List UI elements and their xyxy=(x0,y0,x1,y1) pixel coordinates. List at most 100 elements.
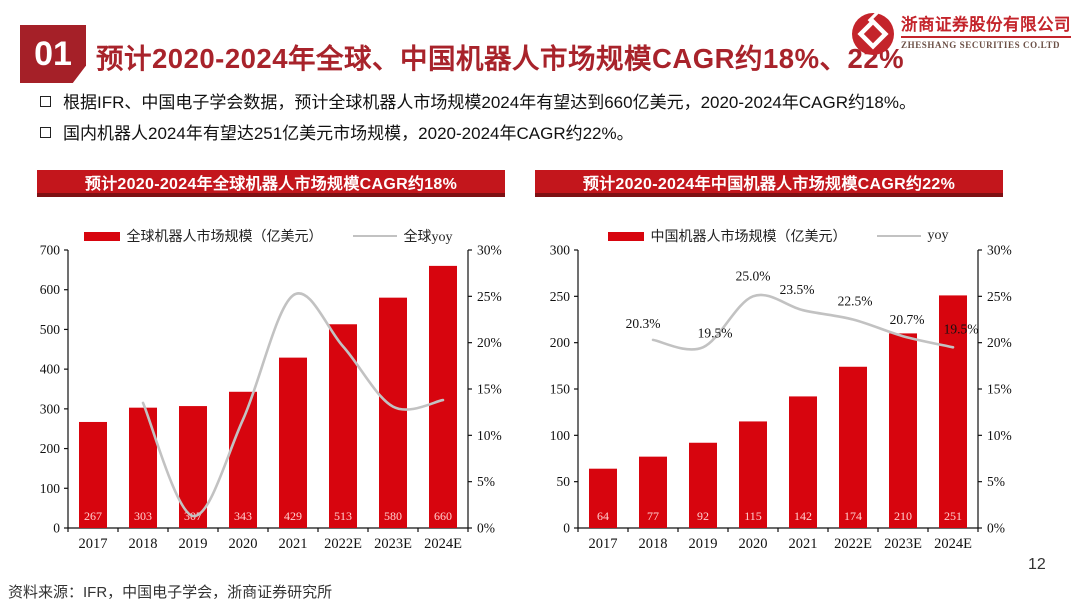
chart-title-banner-global: 预计2020-2024年全球机器人市场规模CAGR约18% xyxy=(37,170,505,197)
left-tick-label: 400 xyxy=(40,362,61,377)
bar xyxy=(639,456,667,528)
chart-title-banner-china: 预计2020-2024年中国机器人市场规模CAGR约22% xyxy=(535,170,1003,197)
category-label: 2023E xyxy=(884,536,922,552)
yoy-line xyxy=(651,293,955,351)
bar xyxy=(329,324,357,528)
bar-value-label: 429 xyxy=(284,509,302,523)
bar-value-label: 92 xyxy=(697,509,709,523)
legend-bar-swatch-icon xyxy=(607,231,644,241)
category-label: 2021 xyxy=(279,536,308,552)
bar xyxy=(939,295,967,528)
chart-svg-china: 0 50 100 150 200 250 300 0% 5% 10% 15% 20% 25% 30% 201… xyxy=(550,243,1012,553)
logo-company-name-cn: 浙商证券股份有限公司 xyxy=(901,11,1071,38)
category-label: 2019 xyxy=(689,536,718,552)
legend-line-label: yoy xyxy=(927,228,949,243)
bar xyxy=(229,391,257,528)
bar-value-label: 210 xyxy=(894,509,912,523)
left-tick-label: 250 xyxy=(550,289,571,304)
right-tick-label: 20% xyxy=(477,335,502,350)
zheshang-logo-icon xyxy=(852,11,894,55)
category-label: 2017 xyxy=(79,536,108,552)
yoy-point-label: 20.7% xyxy=(890,312,925,327)
logo-company-name-en: ZHESHANG SECURITIES CO.LTD xyxy=(901,40,1061,50)
chart-legend: 中国机器人市场规模（亿美元） yoy xyxy=(578,226,978,246)
legend-bar-label: 全球机器人市场规模（亿美元） xyxy=(126,230,323,245)
category-label: 2024E xyxy=(424,536,462,552)
bullet-text: 根据IFR、中国电子学会数据，预计全球机器人市场规模2024年有望达到660亿美… xyxy=(63,93,917,112)
left-tick-label: 0 xyxy=(563,521,570,536)
category-label: 2018 xyxy=(639,536,668,552)
bullet-text: 国内机器人2024年有望达251亿美元市场规模，2020-2024年CAGR约2… xyxy=(63,124,634,144)
bar xyxy=(789,396,817,528)
category-label: 2017 xyxy=(589,536,618,552)
page-title: 预计2020-2024年全球、中国机器人市场规模CAGR约18%、22% xyxy=(96,43,905,74)
legend-line-swatch-icon xyxy=(876,234,921,238)
chart-svg-global: 0 100 200 300 400 500 600 700 0% 5% 10% 15% 20% 25% 30… xyxy=(40,243,502,553)
bar-value-label: 660 xyxy=(434,509,452,523)
bar-value-label: 343 xyxy=(234,509,252,523)
chart-global-robot-market: 0 100 200 300 400 500 600 700 0% 5% 10% 15% 20% 25% 30… xyxy=(35,210,505,565)
yoy-point-label: 19.5% xyxy=(944,321,979,336)
square-bullet-icon xyxy=(40,96,51,107)
bar xyxy=(379,297,407,528)
right-tick-label: 5% xyxy=(987,474,1005,489)
bar-value-label: 267 xyxy=(84,509,102,523)
right-tick-label: 15% xyxy=(477,382,502,397)
bar-value-label: 64 xyxy=(597,509,609,523)
bar xyxy=(79,421,107,528)
square-bullet-icon xyxy=(40,127,51,139)
left-tick-label: 200 xyxy=(550,335,571,350)
bar-value-label: 251 xyxy=(944,509,962,523)
legend-bar-swatch-icon xyxy=(83,231,120,241)
yoy-point-label: 20.3% xyxy=(626,316,661,331)
category-label: 2022E xyxy=(834,536,872,552)
category-label: 2021 xyxy=(789,536,818,552)
category-label: 2024E xyxy=(934,536,972,552)
yoy-point-label: 25.0% xyxy=(736,268,771,283)
section-number-badge: 01 xyxy=(20,25,86,83)
bar xyxy=(839,366,867,528)
bar xyxy=(429,265,457,528)
source-note: 资料来源：IFR，中国电子学会，浙商证券研究所 xyxy=(8,584,333,601)
summary-bullets: 根据IFR、中国电子学会数据，预计全球机器人市场规模2024年有望达到660亿美… xyxy=(40,92,1050,155)
left-tick-label: 300 xyxy=(550,243,571,258)
bar-value-label: 174 xyxy=(844,509,862,523)
left-tick-label: 200 xyxy=(40,441,61,456)
bar-value-label: 77 xyxy=(647,509,659,523)
category-label: 2018 xyxy=(129,536,158,552)
bar-value-label: 513 xyxy=(334,509,352,523)
left-tick-label: 0 xyxy=(53,521,60,536)
left-tick-label: 150 xyxy=(550,382,571,397)
bar-value-label: 580 xyxy=(384,509,402,523)
page-number: 12 xyxy=(1028,556,1046,573)
category-label: 2022E xyxy=(324,536,362,552)
right-tick-label: 0% xyxy=(477,521,495,536)
left-tick-label: 100 xyxy=(550,428,571,443)
bar-value-label: 115 xyxy=(744,509,762,523)
bullet-item: 根据IFR、中国电子学会数据，预计全球机器人市场规模2024年有望达到660亿美… xyxy=(40,92,1050,113)
yoy-point-label: 22.5% xyxy=(838,294,873,309)
chart-legend: 全球机器人市场规模（亿美元） 全球yoy xyxy=(68,226,468,246)
bar xyxy=(689,442,717,528)
company-logo: 浙商证券股份有限公司 ZHESHANG SECURITIES CO.LTD xyxy=(850,11,1071,57)
legend-line-swatch-icon xyxy=(352,234,397,238)
bar xyxy=(889,333,917,528)
bar xyxy=(589,468,617,528)
category-label: 2020 xyxy=(739,536,768,552)
right-tick-label: 25% xyxy=(477,289,502,304)
legend-line-label: 全球yoy xyxy=(403,230,453,245)
yoy-point-label: 23.5% xyxy=(780,282,815,297)
left-tick-label: 50 xyxy=(557,474,571,489)
category-label: 2023E xyxy=(374,536,412,552)
chart-china-robot-market: 0 50 100 150 200 250 300 0% 5% 10% 15% 20% 25% 30% 201… xyxy=(545,210,1015,565)
left-tick-label: 600 xyxy=(40,282,61,297)
right-tick-label: 15% xyxy=(987,382,1012,397)
bullet-item: 国内机器人2024年有望达251亿美元市场规模，2020-2024年CAGR约2… xyxy=(40,123,1050,144)
bar xyxy=(739,421,767,528)
category-label: 2020 xyxy=(229,536,258,552)
yoy-line xyxy=(141,292,445,518)
yoy-point-label: 19.5% xyxy=(698,325,733,340)
left-tick-label: 100 xyxy=(40,481,61,496)
category-label: 2019 xyxy=(179,536,208,552)
right-tick-label: 0% xyxy=(987,521,1005,536)
